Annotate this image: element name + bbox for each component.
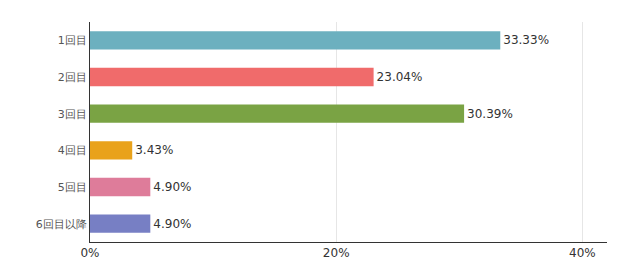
svg-text:5回目: 5回目 xyxy=(58,181,87,194)
svg-text:20%: 20% xyxy=(323,246,350,260)
svg-text:3.43%: 3.43% xyxy=(135,143,173,157)
svg-text:33.33%: 33.33% xyxy=(503,33,549,47)
svg-text:30.39%: 30.39% xyxy=(467,107,513,121)
svg-text:4回目: 4回目 xyxy=(58,144,87,157)
svg-text:4.90%: 4.90% xyxy=(153,180,191,194)
svg-text:2回目: 2回目 xyxy=(58,71,87,84)
svg-text:6回目以降: 6回目以降 xyxy=(36,218,87,231)
svg-text:0%: 0% xyxy=(80,246,99,260)
svg-text:1回目: 1回目 xyxy=(58,34,87,47)
svg-text:23.04%: 23.04% xyxy=(377,70,423,84)
svg-text:4.90%: 4.90% xyxy=(153,217,191,231)
svg-text:3回目: 3回目 xyxy=(58,108,87,121)
svg-text:40%: 40% xyxy=(569,246,596,260)
